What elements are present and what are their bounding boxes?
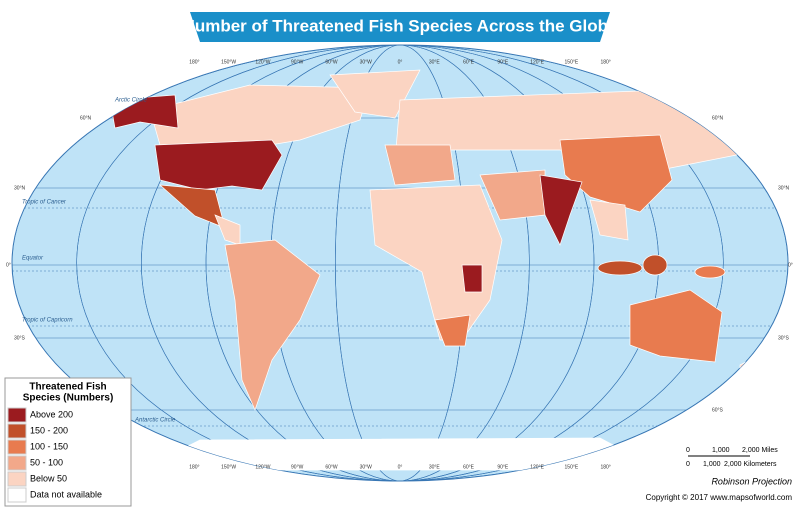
scale: 0 1,000 2,000 Miles 0 1,000 2,000 Kilome… [686,447,778,468]
lon-label: 30°E [429,59,441,65]
legend-swatch [7,423,27,439]
line-label: Arctic Circle [114,98,148,104]
lon-label: 180° [600,59,610,65]
copyright: Copyright © 2017 www.mapsofworld.com [646,493,793,502]
line-label: Antarctic Circle [134,418,176,424]
legend-swatch [7,487,27,503]
lon-label: 120°E [530,59,544,65]
lon-label: 150°W [221,464,236,470]
scale-label: 0 [686,447,690,454]
title-banner [190,12,610,42]
scale-label: 2,000 Miles [742,447,778,454]
meridian [205,45,595,481]
labels: 60°N 60°N 30°N 30°N 0° 0° 30°S 30°S 60°S… [6,59,793,470]
line-label: Equator [22,256,44,262]
lon-label: 90°W [291,464,304,470]
legend-label: Above 200 [30,409,73,419]
lon-label: 150°E [565,59,579,65]
lon-label: 30°W [360,464,373,470]
lon-label: 150°W [221,59,236,65]
scale-label: 1,000 [703,461,721,468]
lon-label: 120°W [255,59,270,65]
legend-title: Species (Numbers) [23,393,114,404]
legend-swatch [7,471,27,487]
projection: Robinson Projection [711,476,792,486]
lon-label: 120°W [255,464,270,470]
legend-title: Threatened Fish [29,382,106,393]
lat-label: 60°N [712,115,724,121]
lon-label: 60°W [325,464,338,470]
lon-label: 0° [398,464,403,470]
lon-label: 60°E [463,464,475,470]
lon-label: 150°E [565,464,579,470]
land [109,69,763,471]
lat-label: 30°S [14,335,26,341]
legend-label: 50 - 100 [30,457,63,467]
lat-label: 30°S [778,335,790,341]
line-label: Tropic of Cancer [22,200,67,206]
lat-label: 30°N [778,185,790,191]
legend-label: Data not available [30,489,102,499]
lon-label: 120°E [530,464,544,470]
lat-label: 60°S [712,407,724,413]
lat-label: 0° [6,262,11,268]
scale-label: 0 [686,461,690,468]
lon-label: 0° [398,59,403,65]
lat-label: 30°N [14,185,26,191]
lon-label: 180° [600,464,610,470]
scale-label: 1,000 [712,447,730,454]
legend-label: 150 - 200 [30,425,68,435]
lon-label: 90°W [291,59,304,65]
lon-label: 90°E [497,59,509,65]
lon-label: 30°E [429,464,441,470]
lon-label: 30°W [360,59,373,65]
lon-label: 180° [189,464,199,470]
lat-label: 0° [788,262,793,268]
lon-label: 60°E [463,59,475,65]
legend-swatch [7,407,27,423]
lon-label: 90°E [497,464,509,470]
lon-label: 180° [189,59,199,65]
line-label: Tropic of Capricorn [22,318,73,324]
lat-label: 60°N [80,115,92,121]
legend-label: Below 50 [30,473,67,483]
title: Number of Threatened Fish Species Across… [183,16,618,35]
lon-label: 60°W [325,59,338,65]
legend-swatch [7,439,27,455]
legend-label: 100 - 150 [30,441,68,451]
legend-swatch [7,455,27,471]
scale-label: 2,000 Kilometers [724,461,777,468]
meridian [76,45,724,481]
legend: Above 200 150 - 200 100 - 150 50 - 100 Below… [7,407,102,503]
